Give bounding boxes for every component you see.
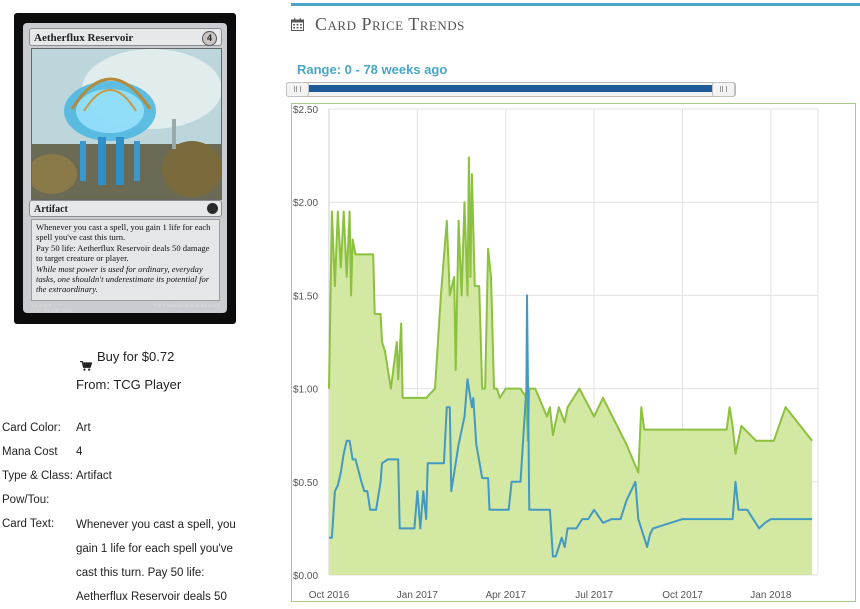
- range-slider-max-handle[interactable]: [712, 82, 735, 97]
- card-type-line: Artifact: [34, 204, 68, 215]
- y-tick-label: $2.50: [293, 105, 318, 116]
- price-chart-svg: $0.00 $0.50 $1.00 $1.50 $2.00 $2.50 Oct 2016 Ja…: [293, 105, 819, 601]
- card-flavor-text: While most power is used for ordinary, e…: [36, 264, 210, 294]
- card-art: [31, 48, 222, 200]
- card-color-value: Art: [76, 422, 91, 434]
- type-class-value: Artifact: [76, 470, 112, 482]
- x-tick-label: Apr 2017: [485, 590, 526, 601]
- card-footer: 192/264 R ™ & © 2016 Wizards of the Coas…: [31, 303, 220, 317]
- mana-symbol: 4: [202, 31, 217, 46]
- range-slider-min-handle[interactable]: [286, 82, 309, 97]
- card-text-label: Card Text:: [2, 518, 55, 530]
- buy-link[interactable]: Buy for $0.72: [97, 349, 175, 364]
- x-tick-label: Jul 2017: [575, 590, 613, 601]
- price-chart: $0.00 $0.50 $1.00 $1.50 $2.00 $2.50 Oct 2016 Ja…: [291, 103, 856, 602]
- pow-tou-label: Pow/Tou:: [2, 494, 50, 506]
- card-artist: Cliff Childs: [51, 308, 73, 313]
- y-tick-label: $0.00: [293, 571, 318, 582]
- card-text-value: Whenever you cast a spell, you gain 1 li…: [76, 519, 236, 603]
- series-2-line: [329, 294, 813, 558]
- range-slider-fill: [299, 85, 724, 92]
- range-label: Range: 0 - 78 weeks ago: [297, 62, 448, 77]
- card-collector-number: 192/264 R: [31, 303, 52, 308]
- card-text-box: Whenever you cast a spell, you gain 1 li…: [31, 219, 220, 301]
- card-color-label: Card Color:: [2, 422, 61, 434]
- x-tick-label: Oct 2017: [662, 590, 703, 601]
- card-rules-1: Whenever you cast a spell, you gain 1 li…: [36, 222, 211, 242]
- vendor-label: From: TCG Player: [76, 377, 182, 392]
- y-tick-label: $1.00: [293, 385, 318, 396]
- card-name: Aetherflux Reservoir: [34, 32, 134, 44]
- y-tick-label: $2.00: [293, 198, 318, 209]
- card-set-line: KLD • EN: [31, 308, 51, 313]
- y-tick-label: $0.50: [293, 478, 318, 489]
- range-slider[interactable]: [286, 82, 736, 97]
- type-class-label: Type & Class:: [2, 470, 73, 482]
- panel-top-rule: [291, 3, 860, 6]
- card-art-illustration: [32, 49, 221, 199]
- y-tick-label: $1.50: [293, 291, 318, 302]
- mana-cost-value: 4: [76, 446, 83, 458]
- cart-icon[interactable]: [80, 361, 92, 371]
- calendar-icon: [291, 18, 304, 31]
- set-symbol-icon: [207, 203, 218, 214]
- x-tick-label: Oct 2016: [309, 590, 350, 601]
- series-1-area: [329, 157, 813, 575]
- card-rules-2: Pay 50 life: Aetherflux Reservoir deals …: [36, 243, 210, 263]
- card-image: Aetherflux Reservoir 4 Artifact Whenever…: [14, 13, 236, 324]
- x-tick-label: Jan 2017: [397, 590, 439, 601]
- x-tick-label: Jan 2018: [750, 590, 792, 601]
- card-copyright: ™ & © 2016 Wizards of the Coast: [152, 303, 220, 308]
- mana-cost-label: Mana Cost: [2, 446, 58, 458]
- panel-title: Card Price Trends: [315, 14, 465, 34]
- card-type-bar: Artifact: [29, 200, 222, 217]
- card-name-bar: Aetherflux Reservoir 4: [29, 28, 222, 46]
- series-1-line: [328, 156, 813, 474]
